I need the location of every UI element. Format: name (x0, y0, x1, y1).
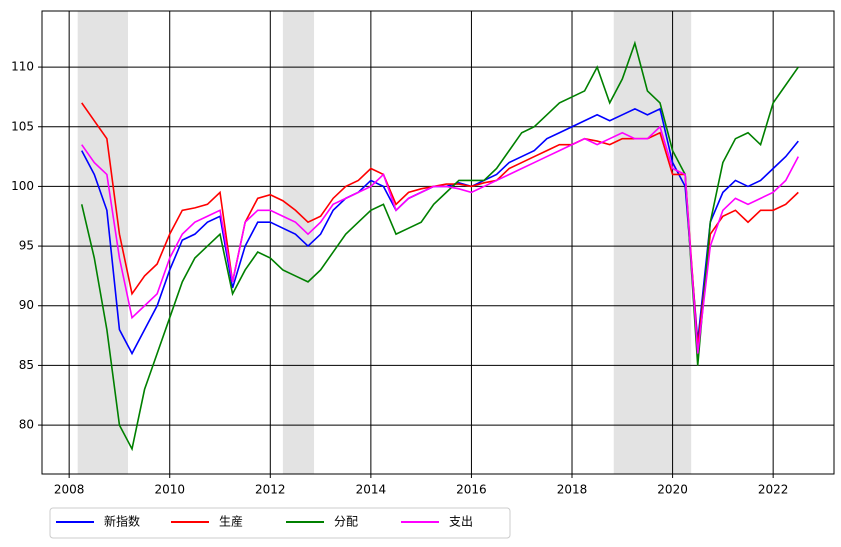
shaded-span (613, 11, 692, 474)
legend-label: 支出 (449, 515, 473, 529)
x-tick-label: 2022 (758, 483, 789, 497)
x-tick-label: 2014 (356, 483, 387, 497)
y-tick-label: 95 (19, 239, 34, 253)
legend-label: 生産 (219, 514, 243, 529)
x-tick-label: 2016 (456, 483, 487, 497)
x-tick-label: 2018 (557, 483, 588, 497)
legend-label: 新指数 (104, 514, 140, 529)
x-tick-label: 2012 (255, 483, 286, 497)
series-line (81, 125, 800, 354)
x-tick-label: 2020 (657, 483, 688, 497)
legend-box (49, 507, 511, 539)
y-tick-label: 100 (11, 179, 34, 193)
x-tick-label: 2008 (54, 483, 85, 497)
y-tick-label: 105 (11, 119, 34, 133)
y-tick-label: 80 (19, 418, 34, 432)
y-tick-label: 90 (19, 298, 34, 312)
y-tick-label: 85 (19, 358, 34, 372)
plot-frame (41, 10, 835, 475)
y-tick-label: 110 (11, 60, 34, 74)
x-tick-label: 2010 (154, 483, 185, 497)
series-line (80, 40, 799, 452)
shaded-span (77, 11, 128, 474)
series-line (81, 102, 799, 348)
legend-label: 分配 (334, 515, 358, 529)
shaded-span (282, 11, 315, 474)
